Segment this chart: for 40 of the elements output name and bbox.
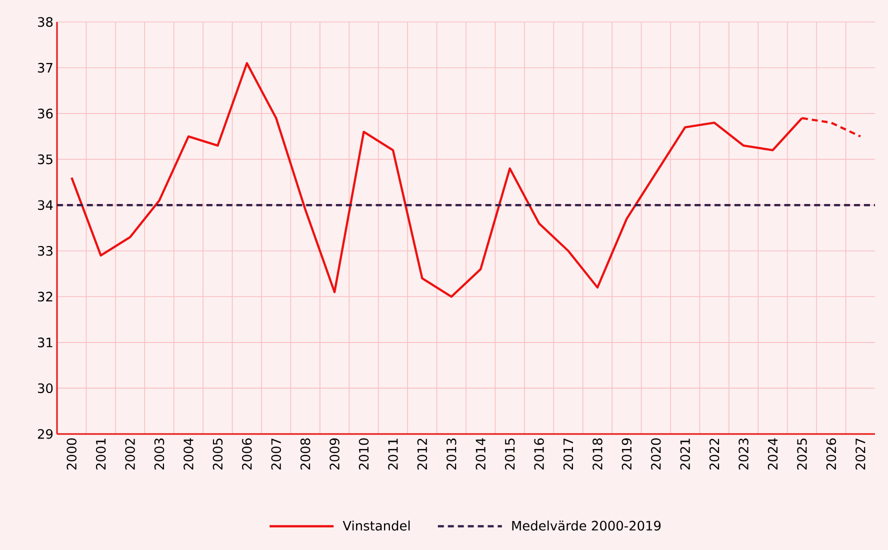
y-tick-label: 37 [38,62,52,73]
x-tick-label: 2022 [709,438,720,470]
y-tick-label: 30 [38,383,53,394]
y-tick-label: 34 [38,200,53,210]
x-tick-label: 2008 [300,438,310,470]
x-tick-label: 2016 [534,438,544,470]
x-tick-label: 2000 [66,438,77,470]
x-tick-label: 2021 [680,438,690,470]
x-tick-label: 2007 [271,438,282,470]
x-tick-label: 2011 [388,438,398,470]
x-tick-label: 2012 [417,438,428,470]
y-tick-label: 35 [38,154,52,164]
x-tick-label: 2023 [738,438,748,470]
legend-label: Vinstandel [342,520,410,531]
x-tick-label: 2004 [184,438,194,470]
x-tick-label: 2010 [358,438,369,470]
legend-label: Medelvärde 2000-2019 [512,520,661,531]
x-tick-label: 2003 [154,438,164,470]
y-tick-label: 36 [38,108,53,118]
x-tick-label: 2001 [96,438,106,470]
x-tick-label: 2013 [446,438,456,470]
y-tick-label: 31 [38,338,52,348]
x-tick-label: 2025 [797,438,807,470]
x-tick-label: 2020 [651,438,661,470]
y-tick-label: 38 [38,17,53,27]
x-tick-label: 2018 [592,438,602,470]
x-tick-label: 2006 [242,438,252,470]
x-tick-label: 2005 [212,438,223,470]
x-tick-label: 2027 [856,438,866,470]
x-tick-label: 2026 [826,438,836,470]
y-tick-label: 32 [38,292,52,302]
x-tick-label: 2024 [768,438,778,470]
y-tick-label: 33 [38,246,52,256]
x-tick-label: 2019 [622,438,632,470]
x-tick-label: 2009 [330,438,340,470]
x-tick-label: 2017 [563,438,574,470]
x-tick-label: 2015 [504,438,515,470]
x-tick-label: 2002 [125,438,135,470]
y-tick-label: 29 [38,429,53,439]
x-tick-label: 2014 [476,438,486,470]
